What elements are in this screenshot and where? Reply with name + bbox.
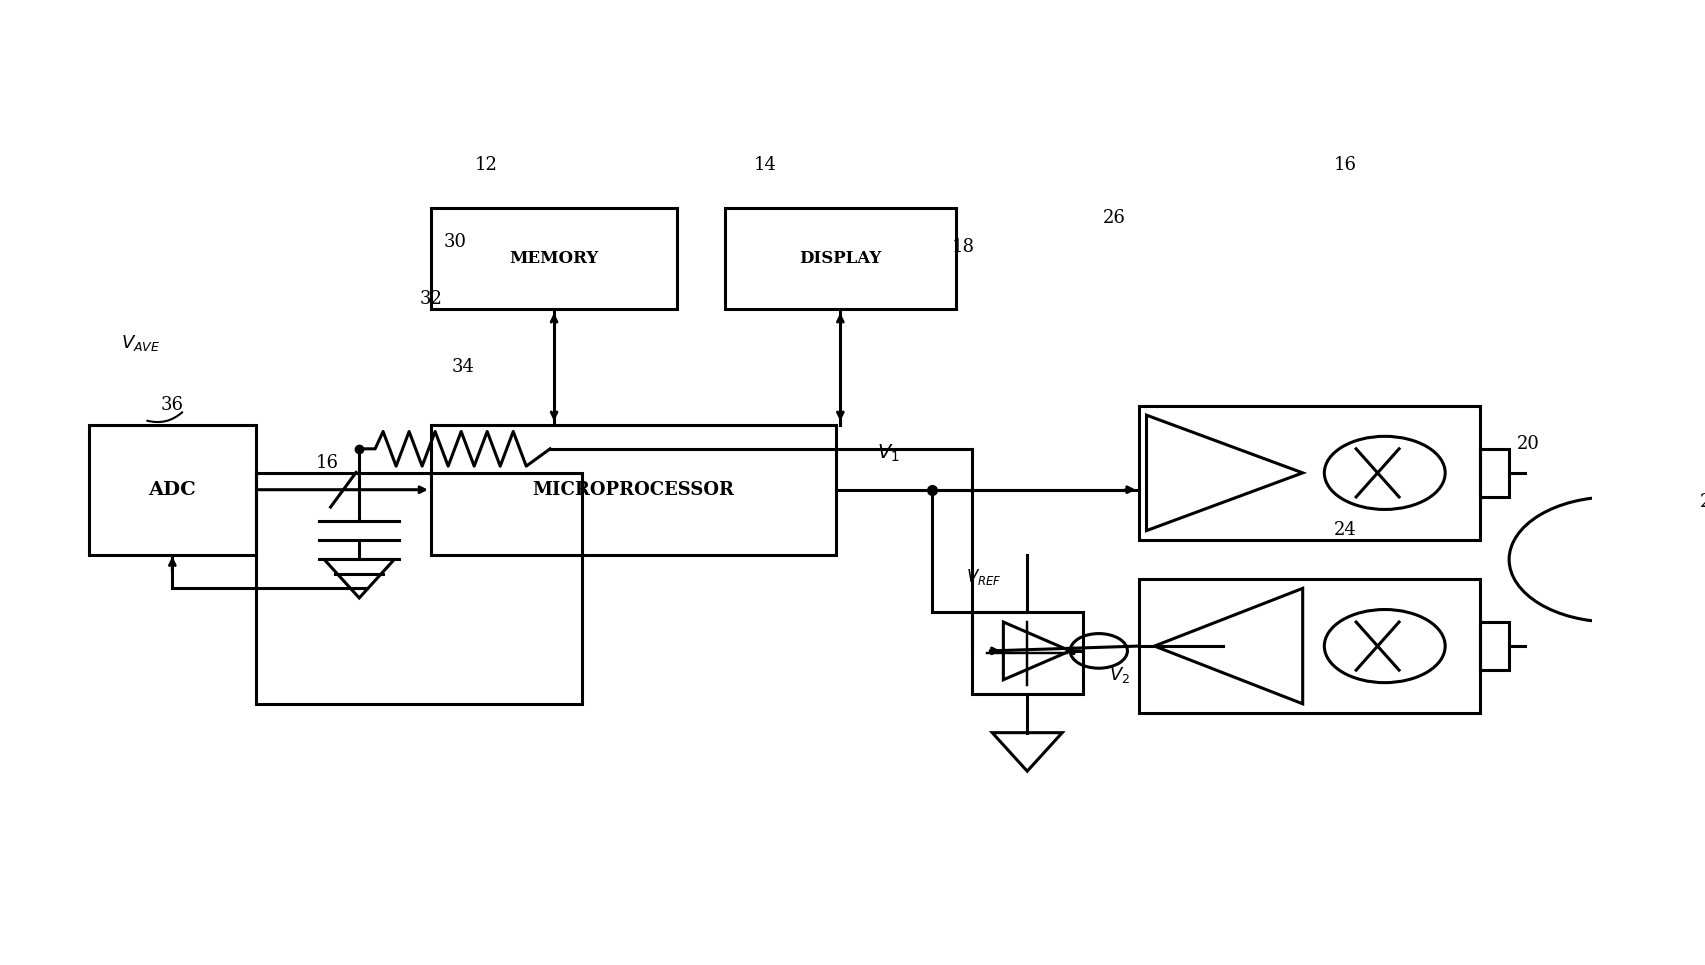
Bar xyxy=(1480,622,1509,670)
Text: 20: 20 xyxy=(1698,493,1705,510)
Bar xyxy=(1137,579,1480,713)
Text: 14: 14 xyxy=(754,155,776,174)
Text: $V_{REF}$: $V_{REF}$ xyxy=(967,566,1001,587)
Text: 20: 20 xyxy=(1516,435,1538,453)
Text: DISPLAY: DISPLAY xyxy=(798,250,881,267)
Bar xyxy=(256,473,581,703)
Text: 34: 34 xyxy=(450,358,474,375)
Text: $V_2$: $V_2$ xyxy=(1108,665,1129,685)
Bar xyxy=(970,613,1083,694)
Text: 18: 18 xyxy=(951,237,975,256)
Text: 24: 24 xyxy=(1333,521,1355,539)
Text: MEMORY: MEMORY xyxy=(510,250,598,267)
Text: 32: 32 xyxy=(419,290,442,309)
Text: $V_1$: $V_1$ xyxy=(876,442,900,464)
Text: 12: 12 xyxy=(474,155,498,174)
Text: 26: 26 xyxy=(1103,208,1125,227)
Text: 16: 16 xyxy=(315,455,339,472)
Text: MICROPROCESSOR: MICROPROCESSOR xyxy=(532,481,735,499)
Text: ADC: ADC xyxy=(148,481,196,499)
Text: 16: 16 xyxy=(1333,155,1355,174)
Bar xyxy=(725,208,955,310)
Bar xyxy=(1137,405,1480,540)
Text: $V_{AVE}$: $V_{AVE}$ xyxy=(121,333,160,353)
Bar xyxy=(431,208,677,310)
Text: 36: 36 xyxy=(160,397,184,414)
Bar xyxy=(89,425,256,555)
Bar xyxy=(431,425,835,555)
Bar xyxy=(1480,449,1509,497)
Text: 30: 30 xyxy=(443,233,465,251)
